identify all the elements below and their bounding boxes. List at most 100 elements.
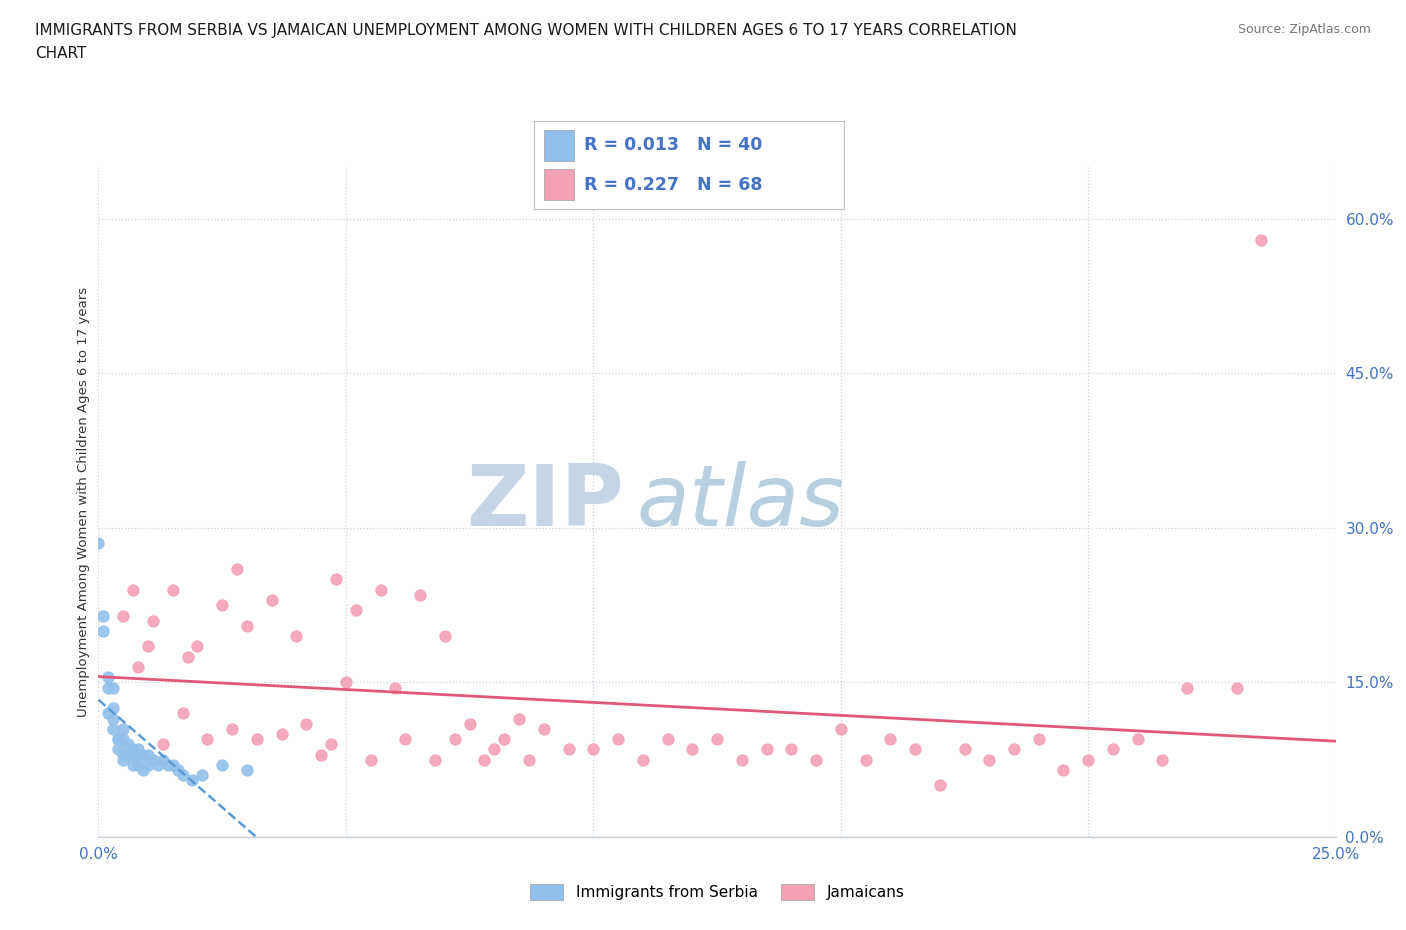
Point bbox=[557, 742, 579, 757]
Point bbox=[1052, 763, 1074, 777]
Point bbox=[319, 737, 342, 751]
Text: R = 0.227   N = 68: R = 0.227 N = 68 bbox=[583, 176, 762, 194]
Point bbox=[423, 752, 446, 767]
Point bbox=[384, 680, 406, 695]
Point bbox=[755, 742, 778, 757]
Point bbox=[122, 747, 145, 762]
Point bbox=[780, 742, 803, 757]
Point bbox=[1077, 752, 1099, 767]
Point bbox=[360, 752, 382, 767]
Bar bbox=[544, 169, 575, 201]
Point bbox=[285, 629, 308, 644]
Point bbox=[879, 732, 901, 747]
Point bbox=[631, 752, 654, 767]
Point bbox=[166, 763, 188, 777]
Point bbox=[127, 742, 149, 757]
Text: IMMIGRANTS FROM SERBIA VS JAMAICAN UNEMPLOYMENT AMONG WOMEN WITH CHILDREN AGES 6: IMMIGRANTS FROM SERBIA VS JAMAICAN UNEMP… bbox=[35, 23, 1017, 38]
Point bbox=[409, 588, 432, 603]
Point bbox=[681, 742, 703, 757]
Point bbox=[731, 752, 754, 767]
Point bbox=[107, 742, 129, 757]
Point bbox=[142, 752, 165, 767]
Point bbox=[112, 752, 135, 767]
Point bbox=[136, 639, 159, 654]
Point bbox=[162, 582, 184, 597]
Point bbox=[1152, 752, 1174, 767]
Point bbox=[1028, 732, 1050, 747]
Point bbox=[176, 649, 198, 664]
Point bbox=[1175, 680, 1198, 695]
Point bbox=[122, 582, 145, 597]
Point bbox=[370, 582, 392, 597]
Point bbox=[107, 732, 129, 747]
Point bbox=[855, 752, 877, 767]
Point bbox=[103, 711, 125, 726]
Point bbox=[103, 722, 125, 737]
Point bbox=[236, 763, 259, 777]
Point bbox=[1102, 742, 1125, 757]
Point bbox=[195, 732, 218, 747]
Point bbox=[226, 562, 249, 577]
Point bbox=[93, 623, 115, 638]
Point bbox=[127, 757, 149, 772]
Point bbox=[221, 722, 243, 737]
Point bbox=[607, 732, 630, 747]
Point bbox=[112, 722, 135, 737]
Point bbox=[136, 757, 159, 772]
Legend: Immigrants from Serbia, Jamaicans: Immigrants from Serbia, Jamaicans bbox=[523, 878, 911, 907]
Point bbox=[156, 757, 179, 772]
Point bbox=[93, 608, 115, 623]
Text: Source: ZipAtlas.com: Source: ZipAtlas.com bbox=[1237, 23, 1371, 36]
Point bbox=[136, 747, 159, 762]
Point bbox=[433, 629, 456, 644]
Point bbox=[706, 732, 728, 747]
Point bbox=[979, 752, 1001, 767]
Point bbox=[508, 711, 530, 726]
Text: R = 0.013   N = 40: R = 0.013 N = 40 bbox=[583, 136, 762, 154]
Point bbox=[1126, 732, 1149, 747]
Point bbox=[117, 737, 139, 751]
Point bbox=[146, 757, 169, 772]
Point bbox=[295, 716, 318, 731]
Point bbox=[97, 680, 120, 695]
Point bbox=[657, 732, 679, 747]
Point bbox=[270, 726, 292, 741]
Point bbox=[186, 639, 208, 654]
Point bbox=[87, 536, 110, 551]
Point bbox=[162, 757, 184, 772]
Point bbox=[474, 752, 496, 767]
Text: CHART: CHART bbox=[35, 46, 87, 61]
Point bbox=[112, 608, 135, 623]
Point bbox=[132, 763, 155, 777]
Point bbox=[904, 742, 927, 757]
Point bbox=[458, 716, 481, 731]
Point bbox=[132, 747, 155, 762]
Point bbox=[953, 742, 976, 757]
Text: atlas: atlas bbox=[637, 460, 845, 544]
Point bbox=[152, 752, 174, 767]
Point bbox=[112, 747, 135, 762]
Point bbox=[517, 752, 540, 767]
Point bbox=[117, 747, 139, 762]
Point bbox=[142, 613, 165, 628]
Point bbox=[928, 778, 950, 793]
Point bbox=[211, 757, 233, 772]
Point bbox=[246, 732, 269, 747]
Point bbox=[107, 732, 129, 747]
Point bbox=[172, 706, 194, 721]
Point bbox=[344, 603, 367, 618]
Point bbox=[191, 768, 214, 783]
Point bbox=[325, 572, 347, 587]
Point bbox=[309, 747, 332, 762]
Point bbox=[830, 722, 852, 737]
Point bbox=[335, 675, 357, 690]
Point bbox=[1002, 742, 1025, 757]
Point bbox=[533, 722, 555, 737]
Point bbox=[122, 757, 145, 772]
Point bbox=[211, 598, 233, 613]
Point bbox=[582, 742, 605, 757]
Y-axis label: Unemployment Among Women with Children Ages 6 to 17 years: Unemployment Among Women with Children A… bbox=[77, 287, 90, 717]
Point bbox=[484, 742, 506, 757]
Point bbox=[804, 752, 827, 767]
Point bbox=[260, 592, 283, 607]
